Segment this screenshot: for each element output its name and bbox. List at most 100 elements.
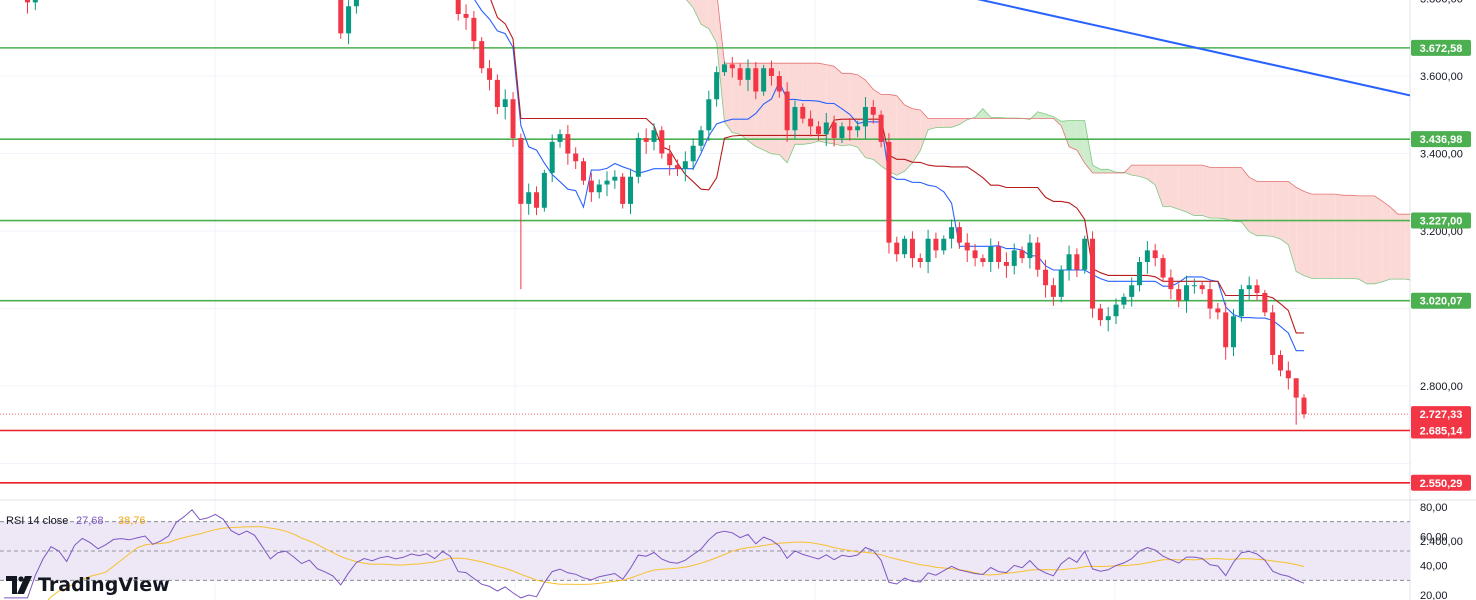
cloud-segment (1163, 165, 1171, 207)
candle (745, 59, 751, 92)
cloud-segment (1272, 181, 1281, 240)
price-tick-label: 3.600,00 (1420, 71, 1463, 83)
candle (956, 222, 962, 249)
cloud-segment (1217, 167, 1226, 219)
candle (925, 229, 931, 274)
cloud-segment (1390, 206, 1398, 280)
candle (1043, 259, 1049, 298)
candle (1215, 302, 1221, 320)
cloud-segment (1264, 181, 1273, 237)
cloud-segment (1374, 195, 1383, 284)
candle (1270, 304, 1276, 365)
cloud-segment (1280, 181, 1289, 245)
rsi-axis[interactable]: 80,00 60,00 40,00 20,00 (1420, 502, 1448, 600)
cloud-segment (1397, 214, 1406, 280)
candle (1137, 257, 1143, 292)
candle (1285, 361, 1291, 390)
cloud-segment (802, 63, 811, 145)
candle (784, 82, 790, 142)
candle (1223, 302, 1229, 360)
cloud-segment (1296, 187, 1304, 276)
candle (455, 0, 461, 21)
candle (353, 0, 359, 14)
candle (502, 89, 508, 120)
cloud-segment (1186, 165, 1195, 216)
candle (870, 99, 876, 124)
cloud-segment (693, 0, 701, 25)
candle (1105, 307, 1111, 332)
cloud-segment (787, 63, 795, 163)
price-tick-label: 3.800,00 (1420, 0, 1463, 6)
candle (1003, 252, 1009, 278)
candle (557, 129, 563, 148)
senkou-span-b (717, 0, 1410, 215)
candle (1293, 378, 1299, 425)
candle (1301, 394, 1307, 419)
price-badge: 3.020,07 (1411, 292, 1471, 309)
candle (1160, 254, 1166, 283)
candle (808, 110, 814, 137)
trendline[interactable] (0, 0, 1410, 97)
tenkan-line (474, 0, 1304, 352)
candle (902, 235, 908, 259)
cloud-segment (1069, 120, 1077, 151)
candle (588, 172, 594, 202)
price-axis[interactable]: 4.200,004.000,003.800,003.600,003.400,00… (1420, 0, 1463, 548)
price-badge: 2.550,29 (1411, 474, 1471, 491)
svg-text:3.227,00: 3.227,00 (1420, 216, 1463, 228)
cloud-segment (904, 104, 913, 172)
candle (878, 110, 884, 148)
candle (24, 0, 30, 14)
cloud-segment (1311, 194, 1320, 279)
cloud-segment (1100, 169, 1109, 174)
support-resistance-lines (0, 47, 1410, 484)
candle (714, 66, 720, 107)
svg-text:3.436,98: 3.436,98 (1420, 134, 1463, 146)
candle (886, 133, 892, 254)
candle (1199, 281, 1205, 295)
candle (753, 62, 759, 100)
cloud-segment (896, 95, 905, 176)
candle (839, 122, 845, 144)
candle (674, 159, 680, 176)
candle (1129, 277, 1135, 307)
svg-text:2.550,29: 2.550,29 (1420, 478, 1463, 490)
candle (792, 100, 798, 139)
candle (1082, 235, 1088, 274)
tradingview-logo[interactable]: TradingView (6, 574, 170, 596)
tradingview-logo-icon (6, 576, 32, 594)
candle (1278, 350, 1284, 377)
candle (667, 145, 673, 176)
candle (541, 169, 547, 212)
price-tick-label: 3.400,00 (1420, 149, 1463, 161)
cloud-segment (1319, 194, 1328, 279)
cloud-segment (1178, 165, 1187, 213)
rsi-tick-label: 60,00 (1420, 531, 1448, 543)
rsi-value: 27,68 (76, 515, 104, 527)
candle (964, 233, 970, 262)
candle (909, 231, 915, 268)
cloud-segment (794, 63, 803, 145)
cloud-segment (708, 0, 717, 44)
candle (690, 138, 696, 171)
candle (1066, 245, 1072, 281)
rsi-pane[interactable] (0, 509, 1410, 600)
candle (737, 63, 743, 86)
candle (346, 0, 352, 45)
candle (1191, 278, 1197, 294)
kijun-line (490, 0, 1304, 334)
candle (338, 0, 344, 39)
candle (1254, 279, 1260, 301)
svg-text:2.727,33: 2.727,33 (1420, 409, 1463, 421)
rsi-tick-label: 40,00 (1420, 561, 1448, 573)
cloud-segment (1076, 120, 1085, 164)
descending-trendline[interactable] (0, 0, 1410, 97)
candle (823, 112, 829, 147)
candle (518, 133, 524, 290)
candle (651, 123, 657, 151)
candle (471, 11, 477, 50)
candle (32, 0, 38, 11)
candle (1121, 293, 1127, 309)
candle (1184, 275, 1190, 313)
